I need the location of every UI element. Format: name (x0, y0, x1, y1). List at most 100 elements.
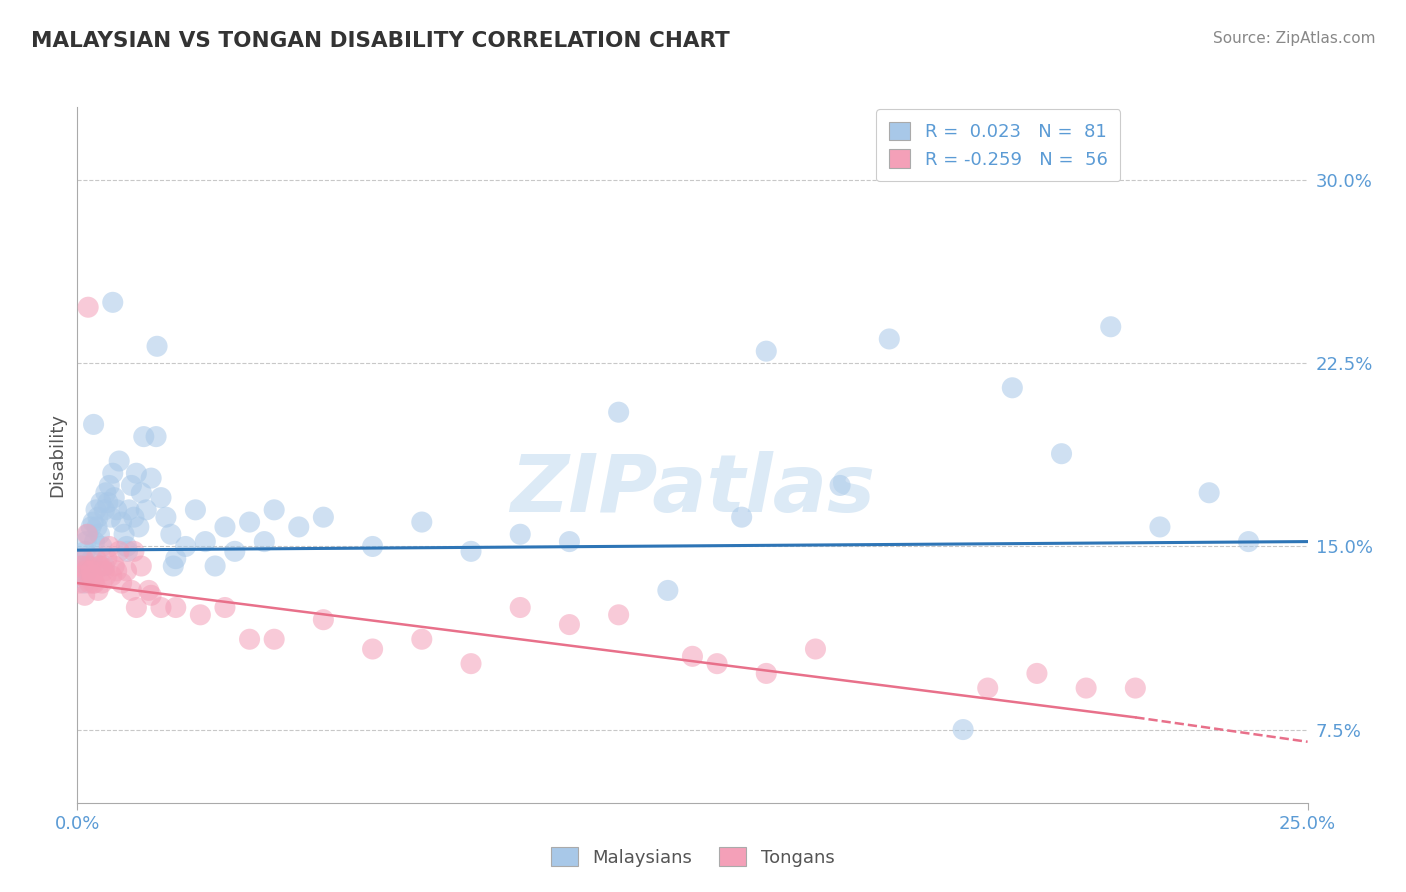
Point (122, 544, 145, 558)
Point (73, 576, 96, 591)
Point (83, 534, 105, 549)
Point (204, 559, 226, 574)
Point (138, 583, 160, 598)
Point (82, 568, 104, 582)
Point (93, 564, 115, 578)
Point (361, 540, 384, 554)
Point (150, 600, 173, 615)
Point (184, 503, 207, 517)
Point (830, 478, 852, 492)
Point (731, 510, 754, 524)
Point (188, 607, 212, 622)
Point (558, 534, 581, 549)
Point (89, 559, 111, 574)
Point (79, 576, 101, 591)
Point (75, 544, 97, 558)
Point (239, 632, 262, 647)
Point (1001, 381, 1024, 395)
Point (69, 559, 91, 574)
Point (70, 568, 93, 582)
Point (460, 544, 482, 558)
Point (89, 527, 111, 541)
Point (117, 544, 139, 558)
Point (122, 510, 145, 524)
Point (214, 600, 236, 615)
Point (141, 588, 163, 602)
Point (509, 600, 531, 615)
Point (1099, 319, 1122, 334)
Point (103, 559, 125, 574)
Point (108, 454, 131, 468)
Point (105, 564, 128, 578)
Point (460, 657, 482, 671)
Point (101, 467, 124, 481)
Point (706, 657, 728, 671)
Point (94, 485, 117, 500)
Point (145, 429, 167, 443)
Point (75, 564, 97, 578)
Point (79, 559, 101, 574)
Point (82, 551, 104, 566)
Point (312, 510, 335, 524)
Point (155, 510, 177, 524)
Point (162, 559, 184, 574)
Point (682, 649, 704, 664)
Point (82, 515, 104, 529)
Point (121, 478, 143, 492)
Point (97, 495, 120, 509)
Point (804, 642, 827, 657)
Point (115, 564, 138, 578)
Point (1026, 666, 1049, 681)
Point (411, 632, 433, 647)
Point (70, 559, 93, 574)
Point (118, 503, 141, 517)
Y-axis label: Disability: Disability (48, 413, 66, 497)
Point (76, 527, 98, 541)
Point (70, 551, 93, 566)
Point (82, 576, 104, 591)
Point (1149, 520, 1171, 534)
Point (94, 568, 117, 582)
Point (194, 534, 217, 549)
Text: ZIPatlas: ZIPatlas (510, 450, 875, 529)
Point (129, 559, 153, 574)
Point (86, 520, 108, 534)
Point (129, 485, 153, 500)
Point (72, 564, 94, 578)
Point (80, 520, 103, 534)
Point (214, 520, 236, 534)
Point (509, 527, 531, 541)
Point (105, 503, 128, 517)
Point (174, 540, 197, 554)
Point (1076, 681, 1098, 695)
Text: MALAYSIAN VS TONGAN DISABILITY CORRELATION CHART: MALAYSIAN VS TONGAN DISABILITY CORRELATI… (31, 31, 730, 51)
Point (101, 295, 124, 310)
Point (150, 491, 173, 505)
Point (87, 583, 110, 598)
Point (90, 495, 112, 509)
Point (224, 544, 246, 558)
Legend: Malaysians, Tongans: Malaysians, Tongans (543, 840, 842, 874)
Point (128, 520, 150, 534)
Point (146, 339, 169, 353)
Point (69, 576, 91, 591)
Point (165, 551, 187, 566)
Point (115, 540, 138, 554)
Point (312, 613, 335, 627)
Point (72, 551, 94, 566)
Point (132, 429, 155, 443)
Point (93, 503, 115, 517)
Point (100, 510, 122, 524)
Point (125, 600, 148, 615)
Point (73, 588, 96, 602)
Point (952, 723, 974, 737)
Point (755, 344, 778, 359)
Point (101, 568, 124, 582)
Point (607, 405, 630, 419)
Point (121, 583, 143, 598)
Point (90, 559, 112, 574)
Point (253, 534, 276, 549)
Point (93, 559, 115, 574)
Point (1050, 447, 1073, 461)
Point (1198, 485, 1220, 500)
